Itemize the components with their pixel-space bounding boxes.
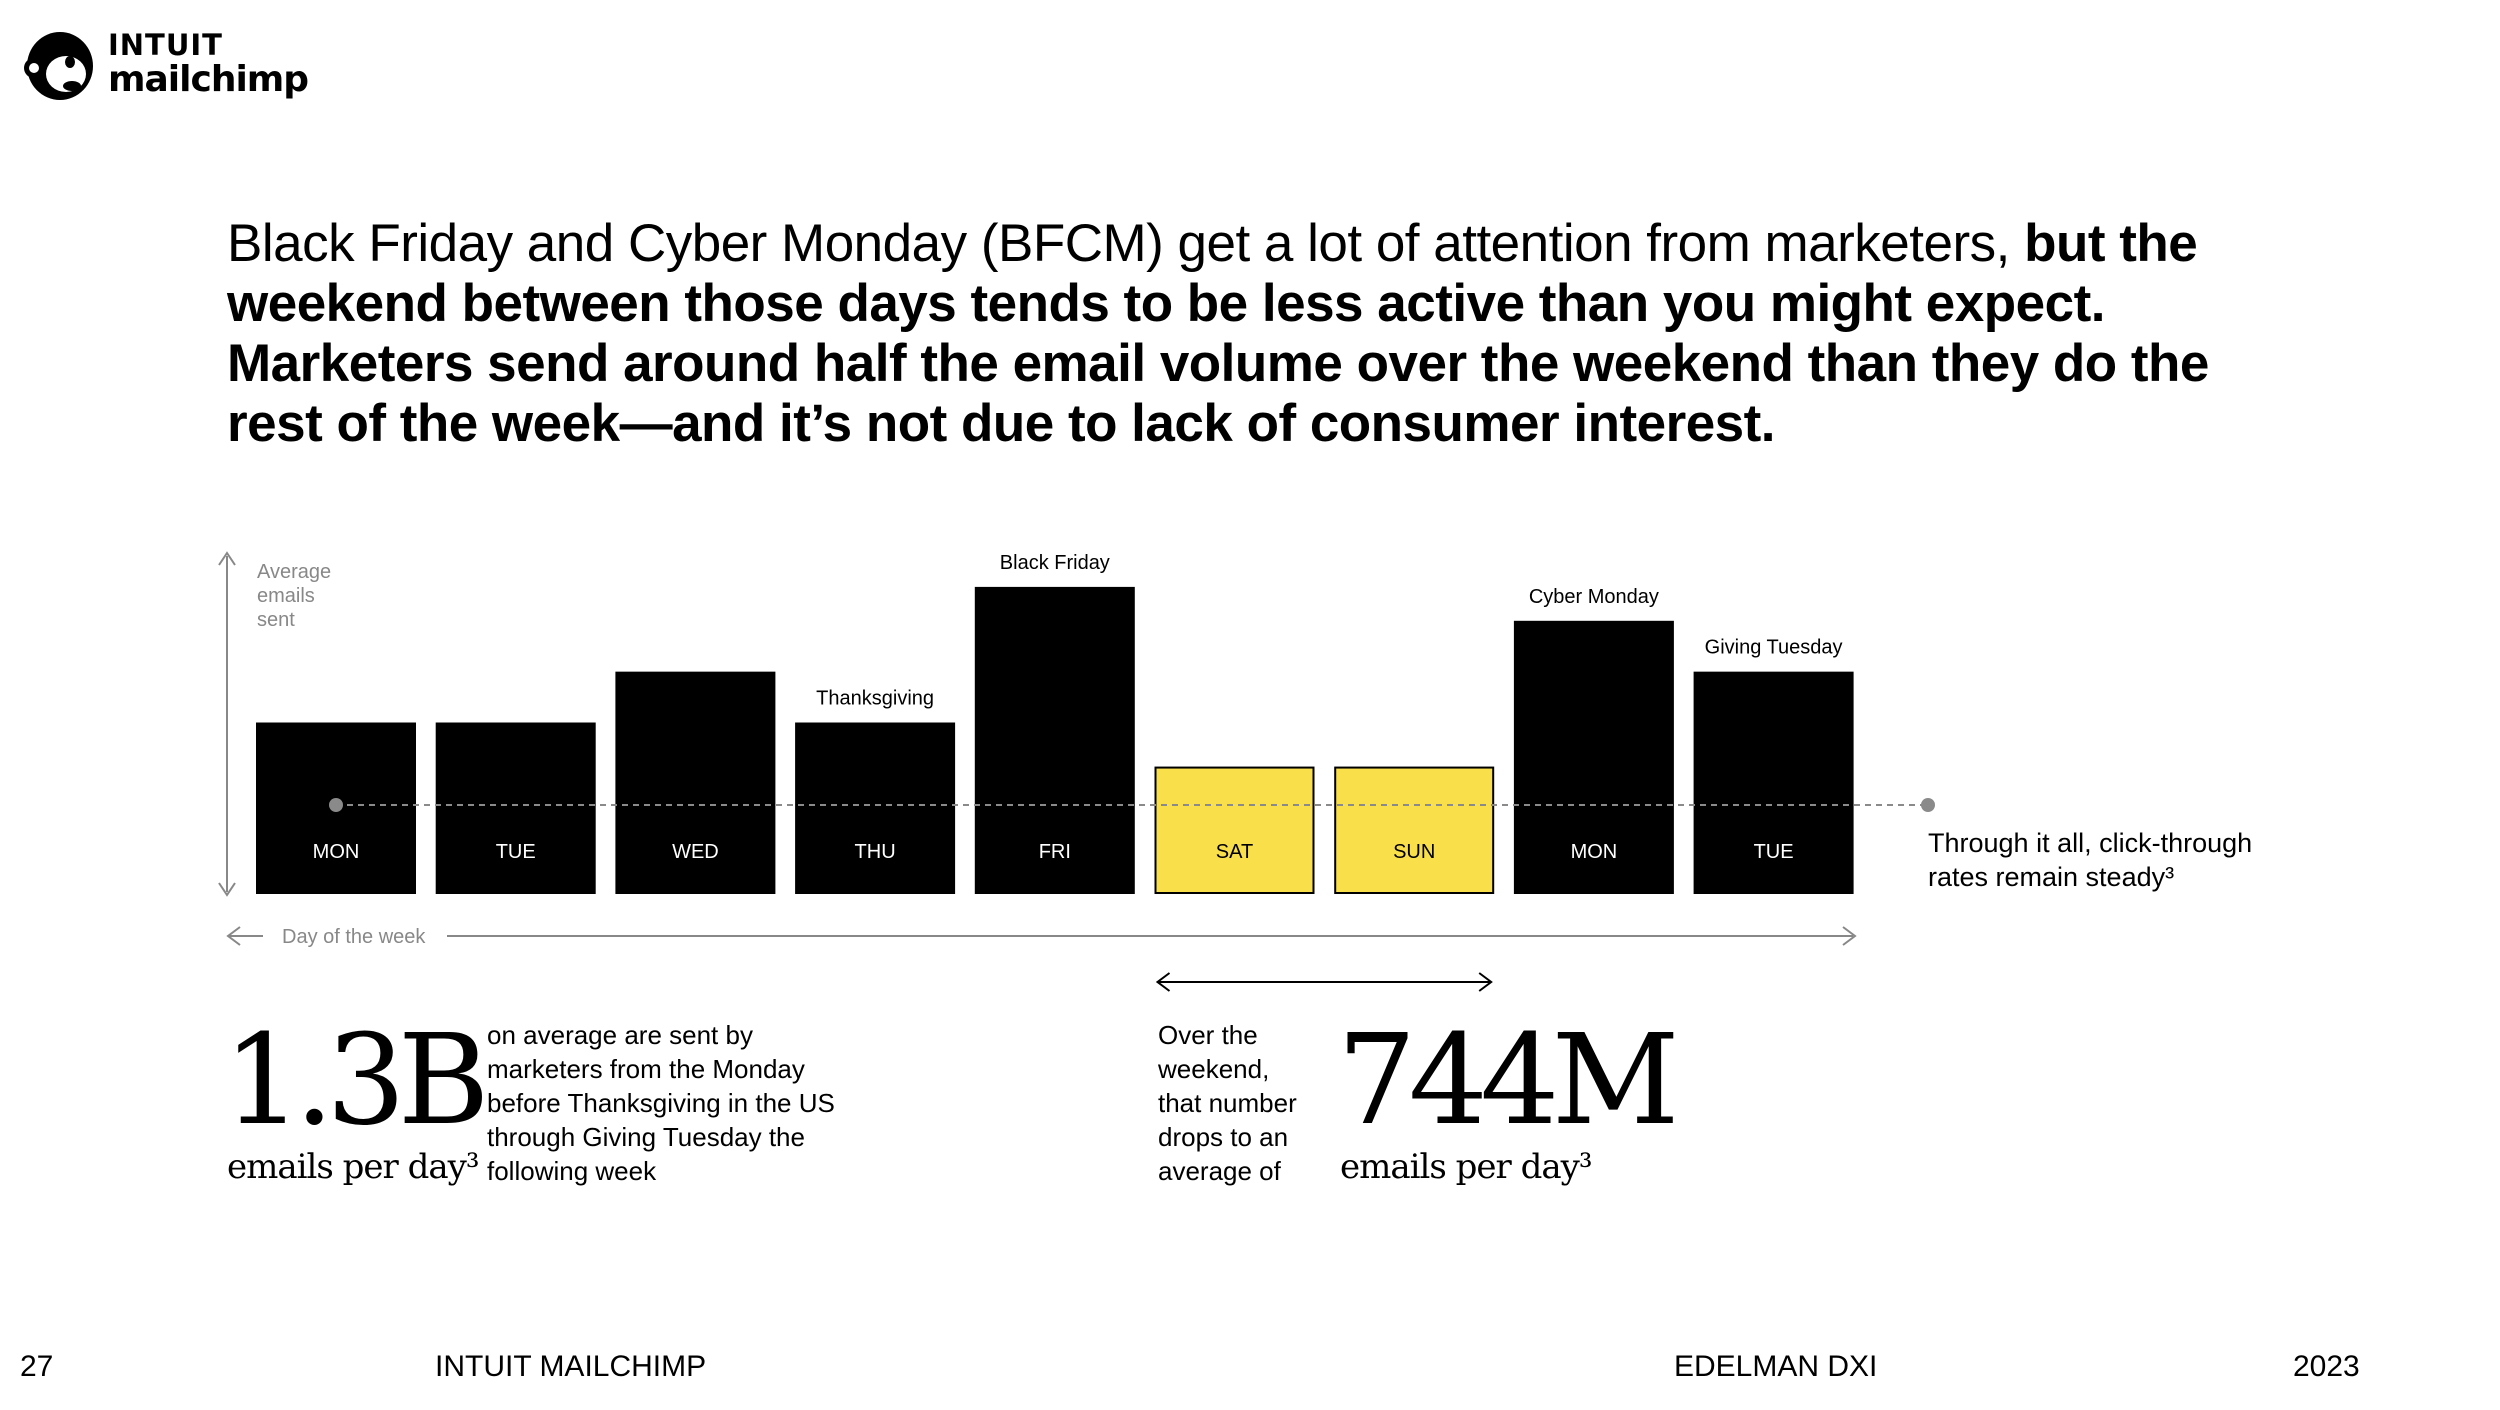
bar-label-tue-8: TUE bbox=[1754, 841, 1794, 863]
y-axis-arrow-down bbox=[218, 882, 236, 897]
bar-thu-3 bbox=[795, 722, 956, 894]
bar-label-fri-4: FRI bbox=[1039, 841, 1071, 863]
bar-label-thu-3: THU bbox=[855, 841, 896, 863]
headline-regular: Black Friday and Cyber Monday (BFCM) get… bbox=[227, 214, 2010, 273]
freddie-monkey-icon bbox=[24, 32, 93, 100]
bar-tue-1 bbox=[435, 722, 596, 894]
stat-left-description: on average are sent by marketers from th… bbox=[487, 1020, 835, 1186]
y-axis-arrow-up bbox=[218, 551, 236, 566]
bar-sun-6 bbox=[1334, 766, 1495, 895]
page-headline: Black Friday and Cyber Monday (BFCM) get… bbox=[227, 214, 2267, 454]
bar-tue-8 bbox=[1693, 671, 1854, 895]
y-axis-label: Average emails sent bbox=[257, 561, 331, 631]
headline-bold: but the weekend between those days tends… bbox=[227, 214, 2209, 453]
weekend-span-arrow-left bbox=[1155, 972, 1171, 992]
annotation-giving-tuesday: Giving Tuesday bbox=[1705, 637, 1843, 659]
ctr-trend-end-dot bbox=[1921, 798, 1935, 812]
stat-right-description: Over the weekend, that number drops to a… bbox=[1158, 1020, 1297, 1186]
footer-year: 2023 bbox=[2293, 1350, 2360, 1383]
x-axis-arrow-left bbox=[226, 926, 241, 946]
bar-label-sat-5: SAT bbox=[1216, 841, 1253, 863]
annotation-thanksgiving: Thanksgiving bbox=[816, 688, 934, 710]
ctr-trend-start-dot bbox=[329, 798, 343, 812]
bar-label-wed-2: WED bbox=[672, 841, 719, 863]
annotation-cyber-monday: Cyber Monday bbox=[1529, 586, 1659, 608]
brand-intuit: INTUIT bbox=[108, 27, 223, 62]
mailchimp-logo: INTUIT mailchimp bbox=[20, 24, 309, 104]
footer-page-number: 27 bbox=[20, 1350, 54, 1383]
x-axis-arrow-right bbox=[1842, 926, 1857, 946]
ctr-trend-annotation: Through it all, click-through rates remai… bbox=[1928, 828, 2252, 892]
stat-left-unit: emails per day³ bbox=[227, 1147, 479, 1187]
bar-mon-7 bbox=[1513, 620, 1674, 894]
x-axis-label: Day of the week bbox=[282, 926, 426, 948]
stat-right-unit: emails per day³ bbox=[1340, 1147, 1592, 1187]
stat-left-number: 1.3B bbox=[223, 1008, 490, 1153]
bar-label-mon-7: MON bbox=[1571, 841, 1618, 863]
bar-wed-2 bbox=[615, 671, 776, 895]
bar-sat-5 bbox=[1154, 766, 1315, 895]
weekend-span-arrow-right bbox=[1478, 972, 1493, 992]
bar-fri-4 bbox=[974, 586, 1135, 895]
bar-label-mon-0: MON bbox=[313, 841, 360, 863]
brand-mailchimp: mailchimp bbox=[108, 58, 309, 100]
footer-left-label: INTUIT MAILCHIMP bbox=[435, 1350, 707, 1383]
footer-right-label: EDELMAN DXI bbox=[1674, 1350, 1878, 1383]
annotation-black-friday: Black Friday bbox=[1000, 552, 1110, 574]
stat-right-number: 744M bbox=[1337, 1008, 1680, 1153]
bar-label-tue-1: TUE bbox=[496, 841, 536, 863]
bar-label-sun-6: SUN bbox=[1393, 841, 1435, 863]
